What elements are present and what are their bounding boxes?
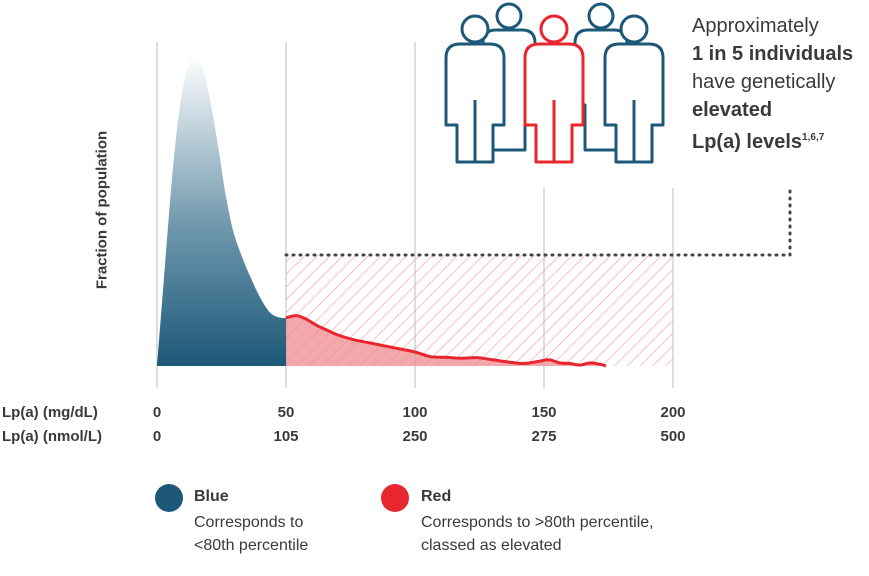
- legend-blue-description: Corresponds to <80th percentile: [194, 511, 308, 557]
- legend-red-desc-line: classed as elevated: [421, 537, 562, 554]
- legend-red-desc-line: Corresponds to >80th percentile,: [421, 514, 654, 531]
- callout-line-last: Lp(a) levels1,6,7: [692, 124, 867, 156]
- legend-blue-desc-line: <80th percentile: [194, 537, 309, 554]
- x-axis-label-mgdl: Lp(a) (mg/dL): [2, 404, 98, 421]
- tick-nmol: 275: [531, 428, 557, 445]
- legend-blue-desc-line: Corresponds to: [194, 514, 304, 531]
- tick-mgdl: 200: [660, 404, 686, 421]
- tick-mgdl: 50: [277, 404, 295, 421]
- callout-line: Approximately: [692, 15, 819, 37]
- y-axis-label: Fraction of population: [93, 130, 111, 290]
- legend-blue-title: Blue: [194, 488, 229, 505]
- tick-nmol: 500: [660, 428, 686, 445]
- series-blue-area: [157, 54, 286, 367]
- legend-blue-swatch: [155, 484, 183, 512]
- series-red-line: [285, 314, 607, 368]
- series-red-area: [286, 315, 606, 366]
- legend-red-description: Corresponds to >80th percentile, classed…: [421, 511, 654, 557]
- x-axis-label-nmol: Lp(a) (nmol/L): [2, 428, 102, 445]
- callout-references: 1,6,7: [802, 132, 825, 143]
- tick-nmol: 0: [152, 428, 162, 445]
- tick-mgdl: 100: [402, 404, 428, 421]
- callout-connector: [284, 188, 792, 257]
- callout-text: Approximately 1 in 5 individuals have ge…: [692, 12, 867, 156]
- people-group-icon: [444, 2, 665, 164]
- tick-nmol: 105: [273, 428, 299, 445]
- tick-mgdl: 150: [531, 404, 557, 421]
- callout-line: 1 in 5 individuals: [692, 43, 854, 65]
- callout-line: Lp(a) levels: [692, 131, 803, 153]
- callout-line: elevated: [692, 99, 773, 121]
- tick-mgdl: 0: [152, 404, 162, 421]
- tick-nmol: 250: [402, 428, 428, 445]
- callout-line: have genetically: [692, 71, 836, 93]
- legend-red-title: Red: [421, 488, 452, 505]
- legend-red-swatch: [381, 484, 409, 512]
